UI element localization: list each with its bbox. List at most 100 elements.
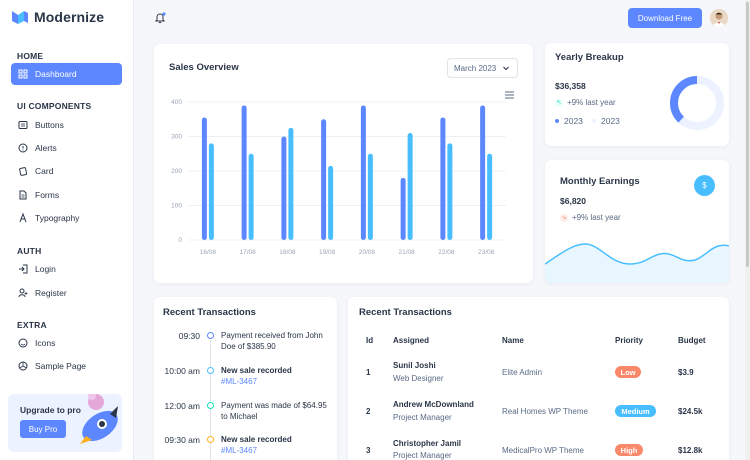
yearly-change: ↖ +9% last year [555,98,616,107]
timeline-title: Recent Transactions [163,307,256,318]
sidebar-item-buttons[interactable]: Buttons [11,114,122,136]
download-free-button[interactable]: Download Free [628,8,702,28]
sales-overview-title: Sales Overview [169,62,239,73]
y-tick-label: 0 [178,237,182,244]
legend-item: 2023 [592,116,620,126]
alert-circle-icon [18,143,28,153]
table-cell-budget: $3.9 [678,368,694,377]
sidebar-item-icons[interactable]: Icons [11,332,122,354]
bar-series-2[interactable] [367,153,373,240]
file-description-icon [18,190,28,200]
monthly-amount: $6,820 [560,196,586,206]
brand[interactable]: Modernize [11,9,104,25]
modernize-logo-icon [12,11,28,24]
yearly-donut-chart [670,76,724,130]
monthly-earnings-title: Monthly Earnings [560,176,640,187]
bar-series-1[interactable] [241,105,247,240]
timeline-text: Payment received from John Doe of $385.9… [221,331,323,351]
upgrade-text: Upgrade to pro [20,405,81,415]
sidebar-item-label: Typography [35,213,80,223]
nav-heading-ui-components: UI COMPONENTS [17,101,92,111]
bar-series-2[interactable] [328,165,334,240]
table-title: Recent Transactions [359,307,452,318]
sidebar-item-label: Alerts [35,143,57,153]
legend-item: 2023 [555,116,583,126]
bar-series-1[interactable] [440,117,446,240]
bar-series-1[interactable] [360,105,366,240]
scrollbar-thumb[interactable] [746,2,749,267]
sidebar-item-sample-page[interactable]: Sample Page [11,355,122,377]
recent-transactions-timeline-card [154,297,337,460]
sidebar-item-label: Sample Page [35,361,87,371]
x-tick-label: 18/08 [279,249,296,256]
sidebar-item-dashboard[interactable]: Dashboard [11,63,122,85]
sidebar-item-typography[interactable]: Typography [11,207,122,229]
timeline-time: 09:30 [178,331,200,341]
y-tick-label: 100 [171,203,182,210]
timeline-text: Payment was made of $64.95 to Michael [221,401,327,421]
sidebar-item-alerts[interactable]: Alerts [11,137,122,159]
period-select[interactable]: March 2023 [447,58,518,78]
bar-series-2[interactable] [248,153,254,240]
arrow-up-left-icon: ↖ [555,98,563,107]
nav-heading-auth: AUTH [17,246,42,256]
sidebar-item-card[interactable]: Card [11,160,122,182]
timeline-link[interactable]: #ML-3467 [221,446,258,455]
buy-pro-button[interactable]: Buy Pro [20,420,66,438]
bar-series-2[interactable] [208,143,214,240]
page-scrollbar[interactable] [745,0,750,460]
table-cell-name: Real Homes WP Theme [502,407,588,416]
bar-series-2[interactable] [447,143,453,240]
sidebar-item-forms[interactable]: Forms [11,184,122,206]
timeline-dot [207,367,214,374]
table-cell-budget: $12.8k [678,446,703,455]
brand-name: Modernize [34,9,105,25]
bar-series-1[interactable] [201,117,207,240]
bar-series-2[interactable] [487,153,493,240]
table-cell-person: Christopher Jamil [393,439,462,448]
table-header-name: Name [502,336,524,345]
dashboard-icon [18,69,28,79]
table-cell-person: Sunil Joshi [393,361,436,370]
timeline-text: New sale recorded #ML-3467 [221,434,333,456]
bar-series-1[interactable] [281,136,287,241]
legend-label: 2023 [601,116,620,126]
table-cell-person: Andrew McDownland [393,400,474,409]
rocket-illustration-icon [80,394,118,444]
sales-overview-card [154,44,533,283]
y-tick-label: 200 [171,168,182,175]
y-tick-label: 300 [171,134,182,141]
mood-happy-icon [18,338,28,348]
timeline-text-main: New sale recorded [221,366,292,375]
table-cell-role: Project Manager [393,413,452,422]
donut-slice[interactable] [670,76,724,130]
timeline-dot [207,402,214,409]
sidebar-item-label: Icons [35,338,56,348]
sidebar-item-login[interactable]: Login [11,258,122,280]
chart-menu-icon[interactable] [505,91,514,99]
bell-icon[interactable] [154,12,166,24]
table-cell-id: 1 [366,368,371,377]
avatar[interactable] [710,9,728,27]
timeline-text-main: New sale recorded [221,435,292,444]
sidebar-item-label: Login [35,264,56,274]
bar-series-1[interactable] [400,177,406,240]
bar-series-2[interactable] [288,127,294,240]
bar-series-2[interactable] [407,133,413,240]
table-cell-id: 3 [366,446,371,455]
table-cell-id: 2 [366,407,371,416]
timeline-link[interactable]: #ML-3467 [221,377,258,386]
legend-dot [555,119,559,123]
legend-dot [592,119,596,123]
user-avatar-icon [710,9,728,27]
timeline-time: 09:30 am [164,435,200,445]
sidebar-item-register[interactable]: Register [11,282,122,304]
table-header-priority: Priority [615,336,644,345]
priority-badge: Medium [615,405,656,417]
bar-series-1[interactable] [480,105,486,240]
table-cell-name: Elite Admin [502,368,543,377]
bar-series-1[interactable] [321,119,327,240]
table-cell-role: Web Designer [393,374,444,383]
priority-badge: Low [615,366,641,378]
upgrade-card: Upgrade to pro Buy Pro [8,394,122,452]
